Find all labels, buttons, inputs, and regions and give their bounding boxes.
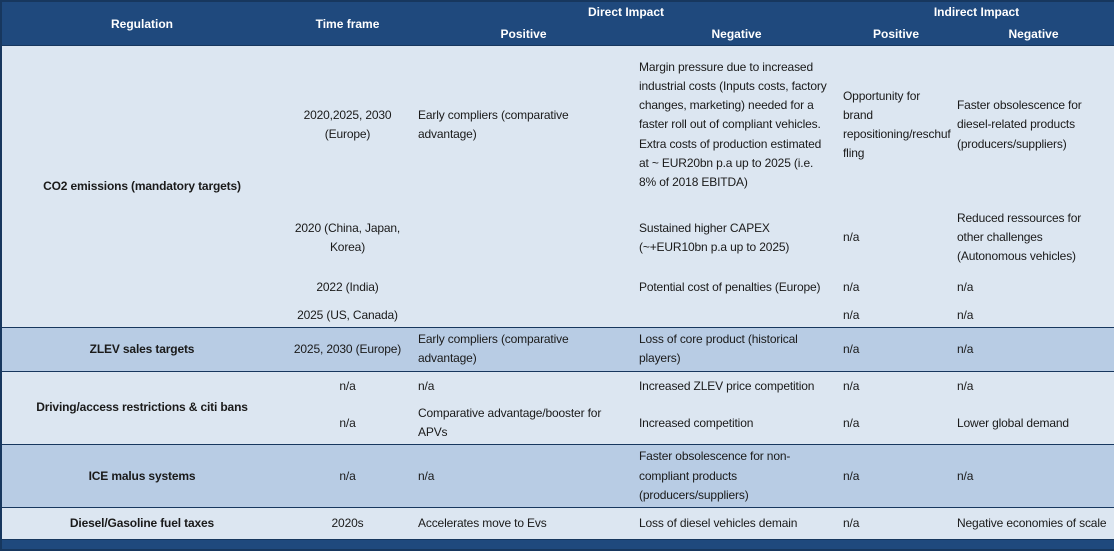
header-direct-impact: Direct Impact bbox=[413, 1, 839, 24]
table-row: ICE malus systems n/a n/a Faster obsoles… bbox=[1, 444, 1114, 508]
cell-direct-positive: Accelerates move to Evs bbox=[413, 507, 634, 540]
cell-indirect-positive: n/a bbox=[839, 444, 953, 508]
header-indirect-positive: Positive bbox=[839, 24, 953, 46]
cell-regulation: Diesel/Gasoline fuel taxes bbox=[1, 507, 282, 540]
cell-direct-positive: Comparative advantage/booster for APVs bbox=[413, 402, 634, 445]
header-direct-positive: Positive bbox=[413, 24, 634, 46]
table-row: Driving/access restrictions & citi bans … bbox=[1, 371, 1114, 445]
table-header: Regulation Time frame Direct Impact Indi… bbox=[1, 1, 1114, 46]
cell-direct-negative: Increased ZLEV price competition bbox=[634, 371, 839, 403]
cell-regulation: Driving/access restrictions & citi bans bbox=[1, 371, 282, 445]
table-row: 2022 (India) Potential cost of penalties… bbox=[1, 271, 1114, 304]
cell-indirect-negative: Negative economies of scale bbox=[953, 507, 1114, 540]
table-row: Diesel/Gasoline fuel taxes 2020s Acceler… bbox=[1, 507, 1114, 540]
cell-direct-positive bbox=[413, 203, 634, 272]
footer-bar bbox=[1, 539, 1114, 550]
cell-indirect-negative: n/a bbox=[953, 303, 1114, 328]
cell-indirect-negative: n/a bbox=[953, 327, 1114, 372]
cell-timeframe: 2022 (India) bbox=[282, 271, 413, 304]
cell-direct-negative: Sustained higher CAPEX (~+EUR10bn p.a up… bbox=[634, 203, 839, 272]
cell-direct-positive: Early compliers (comparative advantage) bbox=[413, 327, 634, 372]
table-row: CO2 emissions (mandatory targets) 2020,2… bbox=[1, 45, 1114, 328]
cell-indirect-positive: Opportunity for brand repositioning/resc… bbox=[839, 45, 953, 204]
cell-indirect-positive: n/a bbox=[839, 203, 953, 272]
cell-regulation: ZLEV sales targets bbox=[1, 327, 282, 372]
cell-direct-negative: Loss of diesel vehicles demain bbox=[634, 507, 839, 540]
cell-timeframe: 2020,2025, 2030 (Europe) bbox=[282, 45, 413, 204]
cell-timeframe: n/a bbox=[282, 402, 413, 445]
cell-direct-positive: n/a bbox=[413, 371, 634, 403]
table-row: n/a Comparative advantage/booster for AP… bbox=[1, 402, 1114, 445]
cell-direct-negative: Faster obsolescence for non-compliant pr… bbox=[634, 444, 839, 508]
table-row: 2020 (China, Japan, Korea) Sustained hig… bbox=[1, 203, 1114, 272]
row-group-zlev-sales-targets: ZLEV sales targets 2025, 2030 (Europe) E… bbox=[1, 327, 1114, 372]
header-indirect-negative: Negative bbox=[953, 24, 1114, 46]
cell-direct-positive: Early compliers (comparative advantage) bbox=[413, 45, 634, 204]
row-group-driving-access-restrictions: Driving/access restrictions & citi bans … bbox=[1, 371, 1114, 445]
cell-indirect-positive: n/a bbox=[839, 371, 953, 403]
cell-direct-positive bbox=[413, 303, 634, 328]
cell-direct-negative: Margin pressure due to increased industr… bbox=[634, 45, 839, 204]
cell-direct-negative: Potential cost of penalties (Europe) bbox=[634, 271, 839, 304]
cell-direct-negative bbox=[634, 303, 839, 328]
row-group-diesel-gasoline-fuel-taxes: Diesel/Gasoline fuel taxes 2020s Acceler… bbox=[1, 507, 1114, 540]
cell-timeframe: 2025, 2030 (Europe) bbox=[282, 327, 413, 372]
cell-indirect-negative: n/a bbox=[953, 444, 1114, 508]
cell-indirect-negative: n/a bbox=[953, 371, 1114, 403]
cell-regulation: CO2 emissions (mandatory targets) bbox=[1, 45, 282, 328]
cell-indirect-negative: Reduced ressources for other challenges … bbox=[953, 203, 1114, 272]
cell-regulation: ICE malus systems bbox=[1, 444, 282, 508]
cell-indirect-positive: n/a bbox=[839, 507, 953, 540]
cell-timeframe: 2025 (US, Canada) bbox=[282, 303, 413, 328]
header-regulation: Regulation bbox=[1, 1, 282, 46]
cell-indirect-negative: Lower global demand bbox=[953, 402, 1114, 445]
cell-indirect-positive: n/a bbox=[839, 327, 953, 372]
row-group-ice-malus-systems: ICE malus systems n/a n/a Faster obsoles… bbox=[1, 444, 1114, 508]
cell-indirect-positive: n/a bbox=[839, 271, 953, 304]
table-row: ZLEV sales targets 2025, 2030 (Europe) E… bbox=[1, 327, 1114, 372]
cell-indirect-positive: n/a bbox=[839, 303, 953, 328]
cell-timeframe: 2020s bbox=[282, 507, 413, 540]
row-group-co2-emissions: CO2 emissions (mandatory targets) 2020,2… bbox=[1, 45, 1114, 328]
cell-indirect-positive: n/a bbox=[839, 402, 953, 445]
table-row: 2025 (US, Canada) n/a n/a bbox=[1, 303, 1114, 328]
header-indirect-impact: Indirect Impact bbox=[839, 1, 1114, 24]
cell-indirect-negative: Faster obsolescence for diesel-related p… bbox=[953, 45, 1114, 204]
cell-direct-negative: Loss of core product (historical players… bbox=[634, 327, 839, 372]
cell-direct-positive bbox=[413, 271, 634, 304]
header-timeframe: Time frame bbox=[282, 1, 413, 46]
cell-timeframe: 2020 (China, Japan, Korea) bbox=[282, 203, 413, 272]
cell-timeframe: n/a bbox=[282, 371, 413, 403]
cell-indirect-negative: n/a bbox=[953, 271, 1114, 304]
header-direct-negative: Negative bbox=[634, 24, 839, 46]
table-footer-bar bbox=[1, 539, 1114, 550]
footer-bar-row bbox=[1, 539, 1114, 550]
cell-direct-negative: Increased competition bbox=[634, 402, 839, 445]
cell-direct-positive: n/a bbox=[413, 444, 634, 508]
cell-timeframe: n/a bbox=[282, 444, 413, 508]
